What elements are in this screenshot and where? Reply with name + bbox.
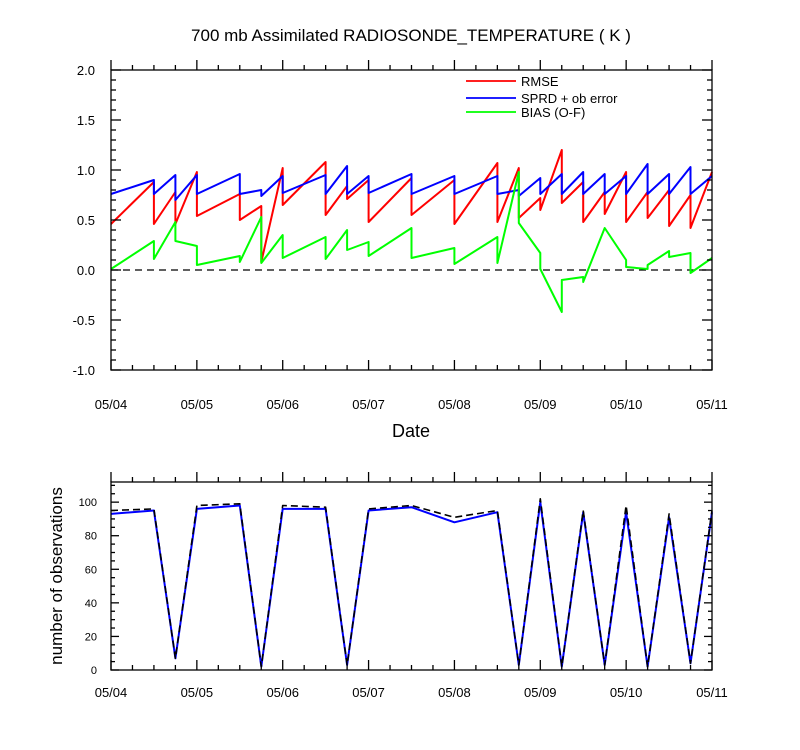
- x-tick-label: 05/06: [266, 397, 299, 412]
- y-axis-title-observations: number of observations: [47, 487, 66, 665]
- y-tick-label: 0.0: [77, 263, 95, 278]
- x-tick-label: 05/07: [352, 397, 385, 412]
- obs-count-dashed-line: [110, 497, 713, 668]
- x-tick-label: 05/10: [610, 685, 643, 700]
- rmse-panel-marks: 05/04 05/05 05/06 05/07 05/08 05/09 05/10 05/11…: [73, 60, 728, 412]
- y-tick-label: 1.5: [77, 113, 95, 128]
- x-tick-label: 05/04: [95, 685, 128, 700]
- legend-item-rmse: RMSE: [466, 74, 559, 89]
- chart-legend: RMSE SPRD + ob error BIAS (O-F): [466, 74, 618, 120]
- y-tick-label: 60: [85, 564, 97, 576]
- x-tick-label: 05/05: [181, 685, 214, 700]
- y-tick-label: 1.0: [77, 163, 95, 178]
- y-tick-label: 80: [85, 531, 97, 543]
- x-axis-title: Date: [392, 421, 430, 441]
- chart-title: 700 mb Assimilated RADIOSONDE_TEMPERATUR…: [191, 26, 631, 45]
- y-tick-label: 0: [91, 665, 97, 677]
- observations-panel: 05/04 05/05 05/06 05/07 05/08 05/09 05/10 05/11…: [47, 472, 728, 700]
- legend-label-bias: BIAS (O-F): [521, 105, 585, 120]
- x-tick-label: 05/04: [95, 397, 128, 412]
- x-tick-label: 05/09: [524, 397, 557, 412]
- x-tick-label: 05/11: [696, 685, 728, 700]
- y-tick-label: 40: [85, 598, 97, 610]
- y-tick-label: -0.5: [73, 313, 95, 328]
- bias-line: [110, 171, 713, 313]
- x-tick-label: 05/09: [524, 685, 557, 700]
- x-tick-label: 05/06: [266, 685, 299, 700]
- rmse-line: [110, 149, 713, 263]
- y-tick-label: 0.5: [77, 213, 95, 228]
- x-tick-label: 05/05: [181, 397, 214, 412]
- x-tick-label: 05/08: [438, 397, 471, 412]
- rmse-panel-frame: [110, 69, 713, 371]
- observations-panel-frame: [110, 481, 713, 671]
- legend-item-sprd: SPRD + ob error: [466, 91, 618, 106]
- x-tick-label: 05/08: [438, 685, 471, 700]
- y-tick-label: 2.0: [77, 63, 95, 78]
- legend-label-sprd: SPRD + ob error: [521, 91, 618, 106]
- sprd-line: [110, 163, 713, 201]
- rmse-panel: 05/04 05/05 05/06 05/07 05/08 05/09 05/10 05/11…: [73, 60, 728, 441]
- legend-label-rmse: RMSE: [521, 74, 559, 89]
- legend-item-bias: BIAS (O-F): [466, 105, 585, 120]
- y-tick-label: -1.0: [73, 363, 95, 378]
- obs-count-line: [110, 501, 713, 668]
- x-tick-label: 05/07: [352, 685, 385, 700]
- y-tick-label: 100: [79, 497, 97, 509]
- observations-panel-marks: 05/04 05/05 05/06 05/07 05/08 05/09 05/10 05/11…: [79, 472, 728, 700]
- x-tick-label: 05/10: [610, 397, 643, 412]
- x-tick-label: 05/11: [696, 397, 728, 412]
- y-tick-label: 20: [85, 631, 97, 643]
